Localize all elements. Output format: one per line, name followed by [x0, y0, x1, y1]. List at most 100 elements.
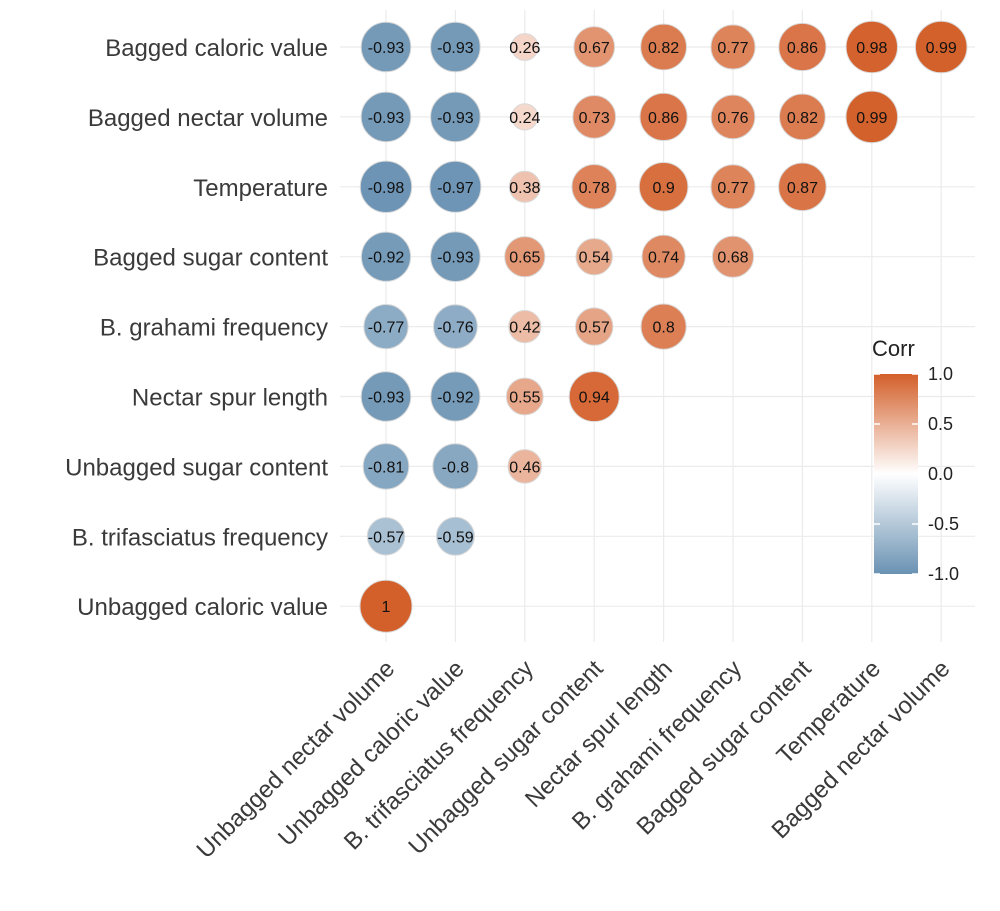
correlation-circle	[366, 517, 406, 556]
correlation-value-label: -0.93	[437, 40, 474, 57]
correlation-value-label: 0.77	[717, 40, 748, 57]
correlation-value-label: -0.92	[368, 250, 405, 267]
correlation-value-label: 0.8	[652, 320, 674, 337]
correlation-circle	[710, 24, 756, 70]
correlation-circle	[510, 33, 539, 61]
row-label: Bagged caloric value	[105, 35, 328, 62]
correlation-value-label: 0.82	[648, 40, 679, 57]
correlation-value-label: 0.38	[509, 180, 540, 197]
correlation-circle	[430, 371, 481, 422]
correlation-value-label: 0.99	[856, 110, 887, 127]
correlation-value-label: -0.97	[437, 180, 474, 197]
correlation-circle	[914, 20, 968, 74]
correlation-circle	[638, 162, 689, 212]
correlation-circle	[359, 579, 413, 633]
correlation-value-label: -0.59	[437, 529, 474, 546]
correlation-circle	[433, 304, 478, 350]
correlation-circle	[363, 304, 409, 350]
correlation-value-label: -0.8	[442, 459, 470, 476]
legend-tick-label: 0.0	[928, 464, 953, 484]
correlation-circle	[845, 20, 898, 74]
row-label: Nectar spur length	[132, 385, 328, 412]
correlation-circle	[639, 92, 688, 142]
row-label: Bagged sugar content	[93, 245, 328, 272]
correlation-value-label: 0.74	[648, 250, 679, 267]
correlation-circle	[778, 22, 827, 72]
correlation-value-label: 0.78	[579, 180, 610, 197]
correlation-circle	[575, 238, 613, 276]
row-label: Bagged nectar volume	[88, 105, 328, 132]
correlation-circle	[640, 23, 687, 71]
correlation-circle	[429, 160, 482, 213]
correlation-circle	[430, 231, 481, 283]
correlation-value-label: 0.67	[579, 40, 610, 57]
correlation-value-label: -0.92	[437, 390, 474, 407]
correlation-value-label: 0.94	[579, 390, 610, 407]
correlation-value-label: 0.55	[509, 390, 540, 407]
correlation-circle	[710, 164, 756, 210]
correlation-circle	[572, 95, 617, 139]
row-label: B. trifasciatus frequency	[72, 524, 328, 551]
legend: Corr 1.0 0.5 0.0 -0.5 -1.0	[872, 336, 959, 584]
correlation-circle	[640, 303, 687, 350]
correlation-value-label: 0.65	[509, 250, 540, 267]
correlation-value-label: 0.76	[717, 110, 748, 127]
correlation-value-label: 0.57	[579, 320, 610, 337]
correlation-circle	[432, 443, 479, 490]
correlation-value-label: 0.87	[787, 180, 818, 197]
legend-colorbar	[874, 374, 918, 574]
correlation-circle	[508, 310, 542, 344]
legend-tick-label: 1.0	[928, 364, 953, 384]
correlation-circle	[507, 449, 543, 484]
row-label: Unbagged caloric value	[77, 594, 328, 621]
row-label: Temperature	[193, 175, 328, 202]
correlation-value-label: 0.86	[648, 110, 679, 127]
correlation-value-label: -0.76	[437, 320, 474, 337]
correlation-circle	[508, 170, 541, 203]
correlation-circle	[573, 26, 616, 68]
correlation-value-label: 0.9	[652, 180, 674, 197]
correlation-circle	[568, 371, 620, 422]
correlation-value-label: -0.81	[368, 459, 405, 476]
correlation-circle	[430, 91, 481, 143]
correlation-value-label: -0.93	[368, 40, 405, 57]
correlation-circle	[505, 377, 544, 416]
correlation-circle	[778, 162, 827, 212]
row-labels: Bagged caloric value Bagged nectar volume…	[65, 35, 328, 621]
row-label: Unbagged sugar content	[65, 454, 328, 481]
legend-tick-label: -1.0	[928, 564, 959, 584]
correlation-circle	[435, 516, 475, 556]
correlation-circle	[430, 21, 481, 73]
correlation-circle	[360, 371, 412, 422]
correlation-value-label: 0.77	[717, 180, 748, 197]
correlation-value-label: 0.26	[509, 40, 540, 57]
legend-tick-label: -0.5	[928, 514, 959, 534]
row-label: B. grahami frequency	[100, 315, 328, 342]
correlation-value-label: 0.82	[787, 110, 818, 127]
correlation-cells: -0.93 -0.93 0.26 0.67 0.82 0.77 0.86 0.98 0.99 -0…	[359, 20, 968, 633]
legend-tick-label: 0.5	[928, 414, 953, 434]
correlation-circle	[360, 91, 412, 143]
correlation-circle	[362, 443, 410, 490]
correlation-circle	[845, 90, 899, 144]
correlation-value-label: -0.93	[368, 390, 405, 407]
correlation-circle	[711, 235, 755, 278]
correlation-circle	[779, 93, 826, 141]
legend-title: Corr	[872, 336, 915, 361]
correlation-circle	[359, 160, 413, 214]
correlation-circle	[641, 234, 686, 279]
correlation-value-label: -0.57	[368, 529, 405, 546]
correlation-value-label: 0.46	[509, 459, 540, 476]
correlation-value-label: -0.93	[437, 110, 474, 127]
correlation-value-label: 0.42	[509, 320, 540, 337]
correlation-value-label: 0.68	[717, 250, 748, 267]
correlation-value-label: -0.93	[368, 110, 405, 127]
correlation-circle	[360, 21, 412, 73]
correlation-value-label: 0.24	[509, 110, 540, 127]
correlation-circle	[571, 164, 618, 210]
correlation-value-label: -0.98	[368, 180, 405, 197]
correlation-value-label: 1	[382, 599, 391, 616]
correlation-value-label: 0.99	[926, 40, 957, 57]
